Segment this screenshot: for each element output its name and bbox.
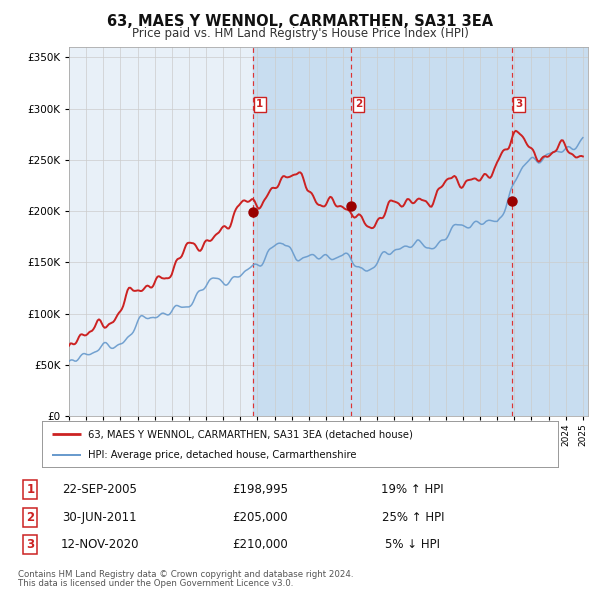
Text: 19% ↑ HPI: 19% ↑ HPI	[382, 483, 444, 496]
Text: 22-SEP-2005: 22-SEP-2005	[62, 483, 137, 496]
Text: 3: 3	[26, 538, 34, 551]
Text: 5% ↓ HPI: 5% ↓ HPI	[385, 538, 440, 551]
Text: 30-JUN-2011: 30-JUN-2011	[62, 510, 137, 524]
Text: 12-NOV-2020: 12-NOV-2020	[61, 538, 139, 551]
Text: 3: 3	[515, 99, 523, 109]
Bar	[512, 47, 588, 416]
Bar	[253, 47, 352, 416]
Text: 2: 2	[355, 99, 362, 109]
Text: 63, MAES Y WENNOL, CARMARTHEN, SA31 3EA: 63, MAES Y WENNOL, CARMARTHEN, SA31 3EA	[107, 14, 493, 29]
Text: This data is licensed under the Open Government Licence v3.0.: This data is licensed under the Open Gov…	[18, 579, 293, 588]
Text: £205,000: £205,000	[233, 510, 289, 524]
Text: 1: 1	[26, 483, 34, 496]
Text: 25% ↑ HPI: 25% ↑ HPI	[382, 510, 444, 524]
Text: 63, MAES Y WENNOL, CARMARTHEN, SA31 3EA (detached house): 63, MAES Y WENNOL, CARMARTHEN, SA31 3EA …	[88, 429, 413, 439]
Text: 2: 2	[26, 510, 34, 524]
Text: Price paid vs. HM Land Registry's House Price Index (HPI): Price paid vs. HM Land Registry's House …	[131, 27, 469, 40]
Text: Contains HM Land Registry data © Crown copyright and database right 2024.: Contains HM Land Registry data © Crown c…	[18, 570, 353, 579]
Bar	[352, 47, 512, 416]
Text: £198,995: £198,995	[233, 483, 289, 496]
Text: 1: 1	[256, 99, 263, 109]
Text: HPI: Average price, detached house, Carmarthenshire: HPI: Average price, detached house, Carm…	[88, 450, 357, 460]
Text: £210,000: £210,000	[233, 538, 289, 551]
